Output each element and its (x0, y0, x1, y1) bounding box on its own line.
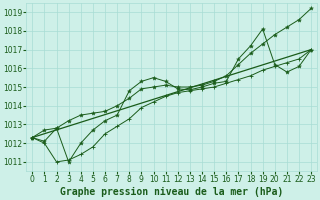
X-axis label: Graphe pression niveau de la mer (hPa): Graphe pression niveau de la mer (hPa) (60, 187, 283, 197)
